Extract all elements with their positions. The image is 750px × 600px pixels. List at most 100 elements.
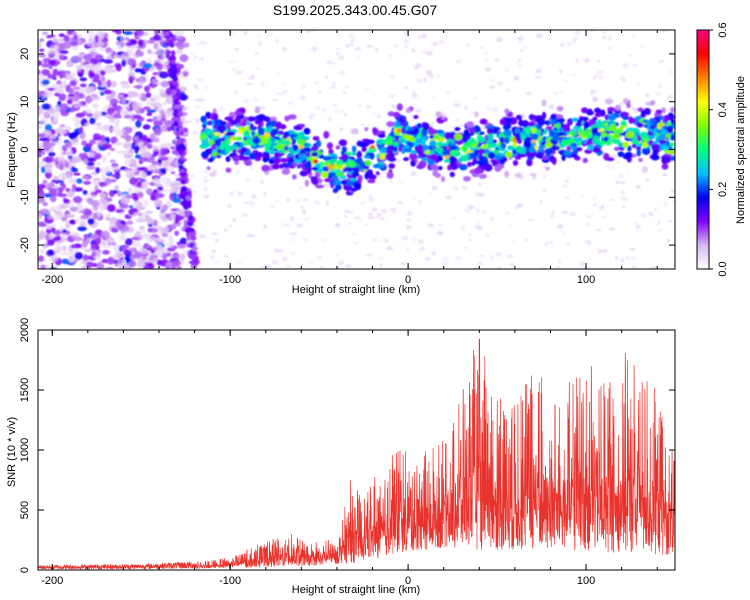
heatmap-cell [65,213,76,218]
heatmap-cell [492,127,499,134]
heatmap-cell [468,205,475,210]
heatmap-cell [109,147,116,152]
heatmap-cell [202,120,209,126]
heatmap-cell [483,163,493,172]
heatmap-cell [146,218,155,224]
heatmap-cell [112,54,120,59]
heatmap-cell [592,76,596,80]
heatmap-cell [378,256,384,261]
heatmap-cell [378,154,386,160]
snr-x-axis: -200 -100 0 100 [41,330,658,587]
heatmap-cell [116,94,125,98]
heatmap-cell [405,211,412,216]
heatmap-cell [274,152,279,159]
heatmap-cell [548,120,556,125]
heatmap-cell [412,93,419,97]
heatmap-cell [313,200,321,205]
heatmap-cell [656,223,660,226]
heatmap-cell [465,121,475,129]
heatmap-cell [569,131,578,136]
heatmap-cell [67,158,75,166]
heatmap-cell [225,167,232,173]
heatmap-cell [38,184,46,190]
heatmap-cell [512,160,519,166]
heatmap-cell [480,210,488,215]
heatmap-cell [549,104,555,109]
heatmap-cell [143,106,151,110]
heatmap-cell [338,139,348,147]
heatmap-cell [562,183,569,188]
heatmap-cell [429,140,437,147]
heatmap-cell [625,131,634,139]
heatmap-cell [357,178,362,184]
heatmap-cell [110,80,117,88]
heatmap-cell [449,171,455,178]
heatmap-cell [70,244,77,249]
heatmap-cell [657,84,662,89]
heatmap-cell [130,76,136,81]
heatmap-cell [671,122,675,129]
heatmap-cell [95,236,102,245]
heatmap-cell [303,217,310,221]
heatmap-cell [499,136,505,144]
heatmap-cell [559,69,563,74]
heatmap-cell [401,146,406,154]
heatmap-cell [45,167,53,173]
heatmap-cell [56,193,67,198]
heatmap-cell [96,126,103,131]
heatmap-cell [637,107,644,112]
heatmap-cell [178,209,187,217]
heatmap-cell [193,83,198,89]
heatmap-cell [636,81,640,86]
heatmap-cell [228,191,234,196]
heatmap-cell [136,205,147,210]
heatmap-cell [435,129,444,134]
heatmap-cell [152,257,158,266]
heatmap-cell [126,220,134,225]
spectrogram-x-axis-label: Height of straight line (km) [292,284,420,296]
heatmap-cell [102,249,110,255]
heatmap-cell [550,114,557,120]
heatmap-cell [621,196,628,202]
heatmap-cell [436,155,443,162]
heatmap-cell [403,157,409,162]
heatmap-cell [65,188,71,193]
heatmap-cell [240,149,245,155]
heatmap-cell [114,123,120,128]
heatmap-cell [496,164,505,169]
heatmap-cell [413,65,420,70]
heatmap-cell [43,163,53,169]
heatmap-cell [360,122,365,126]
heatmap-cell [389,94,395,98]
heatmap-cell [596,121,603,128]
heatmap-cell [102,244,111,249]
heatmap-cell [119,81,129,85]
heatmap-cell [192,258,200,266]
heatmap-cell [612,138,619,144]
heatmap-cell [146,39,155,44]
heatmap-cell [47,239,55,246]
heatmap-cell [66,146,72,152]
heatmap-cell [133,136,140,141]
heatmap-cell [625,256,630,260]
heatmap-cell [180,186,188,193]
heatmap-cell [177,243,186,249]
y-tick-label: 1500 [19,378,31,402]
heatmap-cell [413,128,420,134]
heatmap-cell [535,33,543,38]
heatmap-cell [448,126,456,129]
y-tick-label: 0 [19,146,31,152]
heatmap-cell [479,155,488,164]
heatmap-cell [588,38,593,41]
heatmap-cell [412,236,417,242]
heatmap-cell [478,45,485,50]
heatmap-cell [531,133,539,141]
heatmap-cell [549,129,555,137]
heatmap-cell [635,225,641,229]
heatmap-cell [661,145,670,151]
heatmap-cell [652,149,657,157]
heatmap-cell [387,54,393,58]
heatmap-cell [174,35,184,40]
heatmap-cell [415,138,423,144]
heatmap-cell [505,211,510,215]
